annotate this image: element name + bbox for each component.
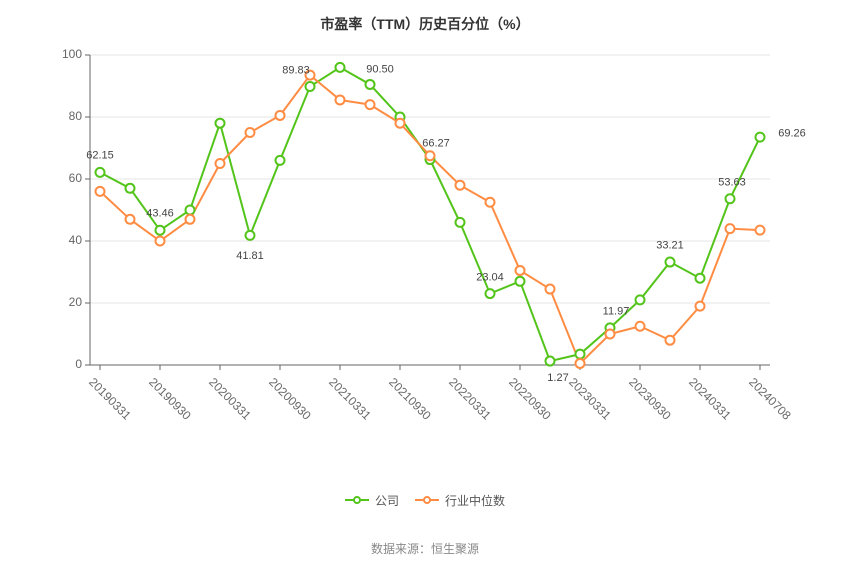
x-tick-label: 20210930 — [386, 375, 434, 423]
legend-line — [345, 499, 369, 501]
chart-title: 市盈率（TTM）历史百分位（%） — [0, 0, 850, 34]
point-label: 11.97 — [603, 305, 630, 317]
y-tick-label: 80 — [42, 109, 82, 123]
y-tick-label: 40 — [42, 233, 82, 247]
x-tick-label: 20210331 — [326, 375, 374, 423]
y-tick-label: 20 — [42, 295, 82, 309]
point-label: 90.50 — [366, 64, 394, 76]
x-tick-label: 20190331 — [86, 375, 134, 423]
point-label: 62.15 — [86, 150, 114, 162]
x-tick-label: 20190930 — [146, 375, 194, 423]
point-label: 23.04 — [476, 271, 504, 283]
point-label: 43.46 — [146, 208, 174, 220]
point-label: 69.26 — [778, 128, 806, 140]
point-label: 33.21 — [656, 240, 684, 252]
legend-marker — [423, 496, 431, 504]
x-tick-label: 20240331 — [686, 375, 734, 423]
x-tick-label: 20230331 — [566, 375, 614, 423]
y-tick-label: 60 — [42, 171, 82, 185]
point-label: 1.27 — [547, 372, 568, 384]
y-tick-label: 100 — [42, 47, 82, 61]
legend-marker — [353, 496, 361, 504]
plot-area — [90, 55, 770, 365]
point-label: 41.81 — [236, 251, 264, 263]
x-tick-label: 20230930 — [626, 375, 674, 423]
point-label: 53.63 — [718, 176, 746, 188]
point-label: 89.83 — [282, 64, 310, 76]
x-tick-label: 20200930 — [266, 375, 314, 423]
legend-label: 行业中位数 — [445, 492, 505, 509]
y-tick-label: 0 — [42, 357, 82, 371]
data-source: 数据来源：恒生聚源 — [0, 540, 850, 557]
x-tick-label: 20200331 — [206, 375, 254, 423]
legend-label: 公司 — [375, 492, 399, 509]
legend-item[interactable]: 公司 — [345, 492, 399, 509]
legend-line — [415, 499, 439, 501]
legend-item[interactable]: 行业中位数 — [415, 492, 505, 509]
x-tick-label: 20240708 — [746, 375, 794, 423]
point-label: 66.27 — [422, 137, 450, 149]
legend: 公司 行业中位数 — [0, 490, 850, 509]
x-tick-label: 20220331 — [446, 375, 494, 423]
chart-container: 市盈率（TTM）历史百分位（%） 公司 行业中位数 数据来源：恒生聚源 0 20 40… — [0, 0, 850, 575]
